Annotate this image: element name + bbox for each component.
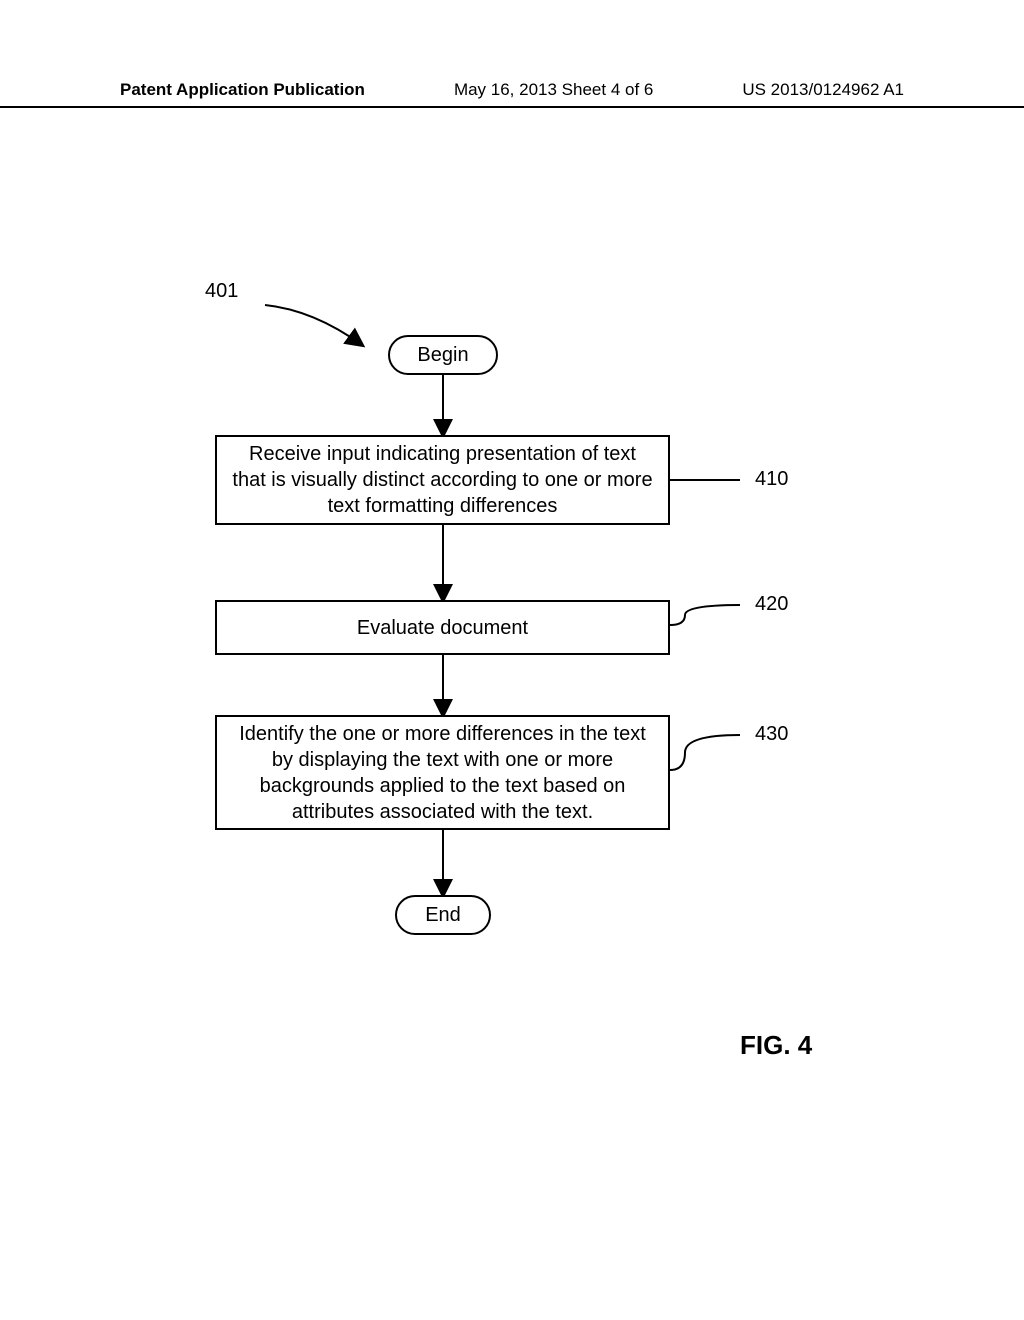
label-conn-420 bbox=[670, 605, 740, 625]
end-node: End bbox=[395, 895, 491, 935]
header-publication: Patent Application Publication bbox=[120, 80, 365, 100]
step2-text: Evaluate document bbox=[357, 615, 528, 641]
end-text: End bbox=[425, 904, 461, 927]
header-patent-number: US 2013/0124962 A1 bbox=[742, 80, 904, 100]
begin-text: Begin bbox=[417, 344, 468, 367]
step3-node: Identify the one or more differences in … bbox=[215, 715, 670, 830]
figure-label: FIG. 4 bbox=[740, 1030, 812, 1061]
step1-label: 410 bbox=[755, 468, 788, 491]
step3-label: 430 bbox=[755, 723, 788, 746]
header-date-sheet: May 16, 2013 Sheet 4 of 6 bbox=[454, 80, 653, 100]
step3-text: Identify the one or more differences in … bbox=[231, 721, 654, 825]
page-header: Patent Application Publication May 16, 2… bbox=[0, 80, 1024, 108]
begin-node: Begin bbox=[388, 335, 498, 375]
step2-node: Evaluate document bbox=[215, 600, 670, 655]
pointer-label: 401 bbox=[205, 280, 238, 303]
step2-label: 420 bbox=[755, 593, 788, 616]
pointer-arrow bbox=[265, 305, 362, 345]
label-conn-430 bbox=[670, 735, 740, 770]
step1-text: Receive input indicating presentation of… bbox=[231, 441, 654, 519]
step1-node: Receive input indicating presentation of… bbox=[215, 435, 670, 525]
